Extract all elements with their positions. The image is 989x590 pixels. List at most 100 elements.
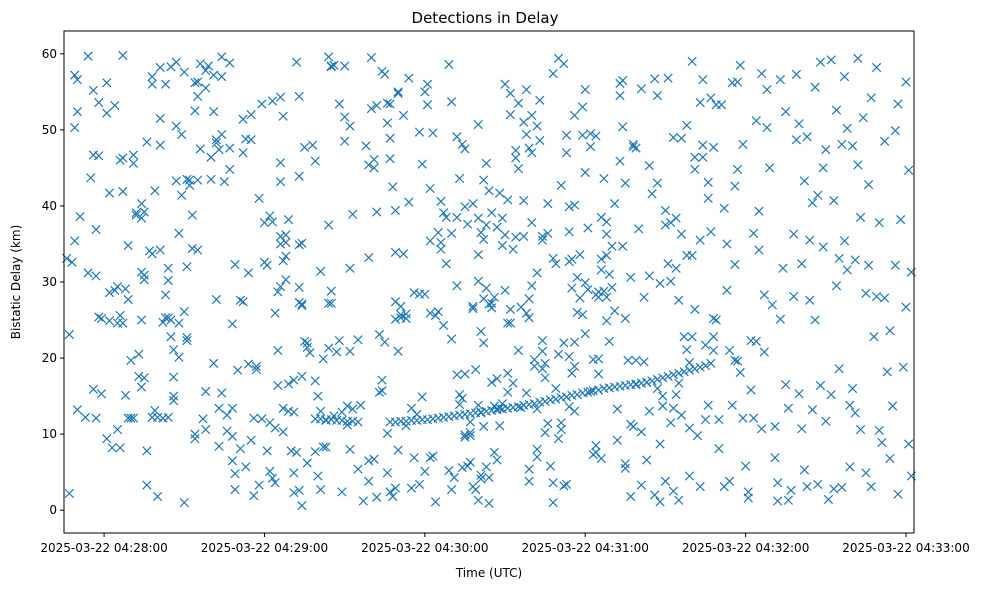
detection-marker: [211, 294, 221, 305]
detection-marker: [569, 361, 580, 372]
detection-marker: [481, 283, 491, 293]
track-marker: [551, 394, 561, 404]
detection-marker: [91, 413, 101, 423]
detection-marker: [853, 160, 863, 170]
detection-marker: [438, 208, 449, 218]
detection-marker: [340, 136, 350, 146]
detection-marker: [567, 368, 577, 378]
detection-marker: [270, 478, 280, 488]
detection-marker: [802, 481, 812, 492]
detection-marker: [655, 439, 665, 449]
detection-marker: [879, 293, 890, 303]
detection-marker: [807, 405, 818, 415]
detection-marker: [462, 219, 473, 229]
detection-marker: [348, 209, 358, 219]
detection-marker: [666, 276, 676, 286]
detection-marker: [583, 284, 593, 295]
detection-marker: [417, 159, 427, 169]
detection-marker: [639, 357, 649, 367]
detection-marker: [716, 100, 727, 110]
detection-marker: [420, 289, 430, 299]
detection-marker: [612, 404, 622, 414]
detection-marker: [356, 400, 366, 410]
detection-marker: [703, 177, 713, 187]
detection-marker: [647, 189, 657, 199]
detection-marker: [601, 250, 612, 261]
detection-marker: [179, 497, 189, 508]
detection-marker: [532, 452, 542, 462]
detection-marker: [198, 414, 208, 424]
track-marker: [647, 376, 657, 386]
detection-marker: [636, 84, 646, 94]
detection-marker: [503, 368, 513, 378]
detection-marker: [283, 215, 294, 225]
detection-marker: [273, 380, 283, 391]
detection-marker: [580, 329, 590, 339]
detection-marker: [185, 175, 195, 185]
detection-marker: [601, 292, 612, 302]
detection-marker: [425, 308, 435, 318]
detection-marker: [591, 131, 601, 141]
detection-marker: [569, 337, 580, 347]
detection-marker: [460, 202, 470, 212]
detection-marker: [618, 75, 628, 86]
detection-marker: [193, 91, 203, 102]
detection-marker: [329, 60, 339, 70]
detection-marker: [318, 354, 328, 364]
detection-marker: [278, 403, 288, 413]
detection-marker: [326, 298, 336, 308]
detection-marker: [834, 253, 844, 264]
detection-marker: [369, 454, 379, 464]
detection-marker: [687, 332, 697, 342]
detection-marker: [585, 129, 596, 139]
detection-marker: [225, 58, 235, 68]
detection-marker: [513, 345, 524, 356]
detection-marker: [139, 207, 149, 217]
track-marker: [642, 377, 652, 388]
detection-marker: [826, 55, 836, 65]
detection-marker: [190, 434, 200, 444]
track-marker: [730, 355, 740, 365]
detection-marker: [559, 59, 569, 69]
detection-marker: [364, 456, 374, 466]
detection-marker: [537, 364, 548, 374]
detection-marker: [374, 387, 385, 397]
detection-marker: [217, 129, 227, 140]
detection-marker: [714, 443, 724, 454]
detection-marker: [548, 478, 558, 488]
detection-marker: [166, 315, 176, 325]
detection-marker: [291, 57, 302, 67]
detection-marker: [620, 178, 630, 188]
detection-marker: [473, 249, 483, 260]
detection-marker: [521, 308, 532, 318]
detection-marker: [863, 260, 874, 270]
detection-marker: [235, 295, 246, 305]
detection-marker: [147, 249, 157, 259]
x-tick-label: 2025-03-22 04:30:00: [361, 541, 488, 555]
detection-marker: [521, 388, 532, 398]
detection-marker: [607, 241, 617, 251]
detection-marker: [604, 269, 614, 280]
detection-marker: [398, 110, 409, 121]
detection-marker: [326, 62, 336, 72]
detection-marker: [706, 93, 716, 103]
detection-marker: [786, 485, 796, 496]
detection-marker: [449, 472, 459, 483]
detection-marker: [866, 481, 876, 492]
detection-marker: [521, 84, 532, 95]
detection-marker: [120, 390, 131, 400]
detection-marker: [471, 485, 481, 495]
detection-marker: [155, 62, 165, 73]
detection-marker: [703, 400, 713, 410]
detection-marker: [789, 229, 799, 239]
x-tick-label: 2025-03-22 04:29:00: [201, 541, 328, 555]
detection-marker: [385, 487, 395, 497]
detection-marker: [281, 230, 291, 240]
detection-marker: [278, 111, 288, 121]
detection-marker: [743, 493, 753, 503]
detection-marker: [513, 164, 524, 174]
detection-marker: [176, 129, 187, 140]
detection-marker: [658, 391, 668, 401]
track-marker: [593, 385, 604, 395]
track-marker: [706, 358, 716, 369]
